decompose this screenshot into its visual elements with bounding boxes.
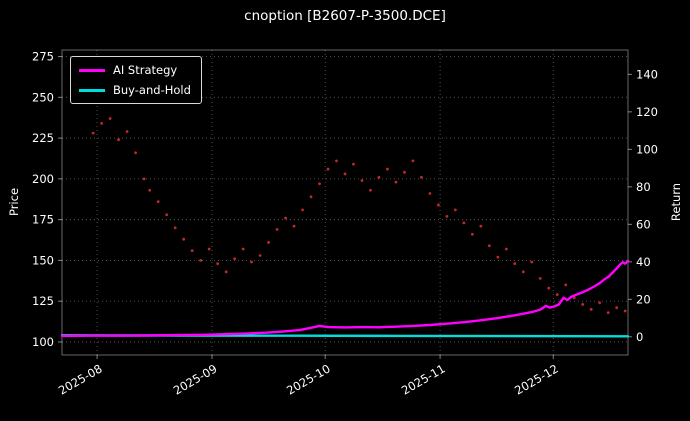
legend-item-ai-strategy: AI Strategy (79, 63, 191, 77)
legend-label-ai-strategy: AI Strategy (113, 63, 178, 77)
svg-text:20: 20 (636, 292, 651, 306)
ai-strategy-line-swatch (79, 68, 105, 72)
svg-text:225: 225 (32, 131, 54, 145)
svg-text:80: 80 (636, 180, 651, 194)
legend: AI Strategy Buy-and-Hold (70, 56, 202, 104)
svg-text:2025-08: 2025-08 (56, 361, 105, 397)
svg-text:275: 275 (32, 50, 54, 64)
chart-title: cnoption [B2607-P-3500.DCE] (244, 8, 446, 24)
svg-text:125: 125 (32, 294, 54, 308)
svg-text:60: 60 (636, 217, 651, 231)
legend-label-buy-and-hold: Buy-and-Hold (113, 83, 191, 97)
svg-text:2025-11: 2025-11 (399, 361, 448, 397)
svg-text:40: 40 (636, 255, 651, 269)
svg-text:100: 100 (636, 142, 658, 156)
svg-text:175: 175 (32, 213, 54, 227)
buy-and-hold-line-swatch (79, 88, 105, 92)
svg-text:140: 140 (636, 67, 658, 81)
svg-text:0: 0 (636, 330, 643, 344)
svg-text:100: 100 (32, 335, 54, 349)
svg-text:120: 120 (636, 105, 658, 119)
svg-text:2025-10: 2025-10 (284, 361, 333, 397)
svg-text:2025-12: 2025-12 (512, 361, 561, 397)
svg-text:200: 200 (32, 172, 54, 186)
svg-text:2025-09: 2025-09 (171, 361, 220, 397)
svg-text:250: 250 (32, 90, 54, 104)
svg-text:150: 150 (32, 253, 54, 267)
legend-item-buy-and-hold: Buy-and-Hold (79, 83, 191, 97)
